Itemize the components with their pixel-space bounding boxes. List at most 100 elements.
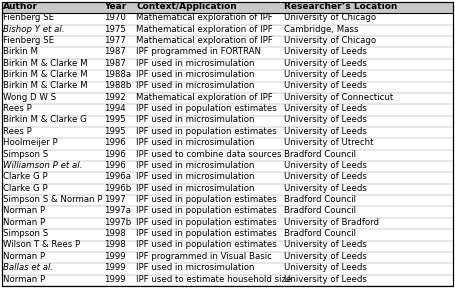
- Text: University of Leeds: University of Leeds: [284, 184, 367, 193]
- Text: IPF used in microsimulation: IPF used in microsimulation: [136, 59, 255, 68]
- Text: University of Leeds: University of Leeds: [284, 115, 367, 124]
- Text: Rees P: Rees P: [3, 104, 32, 113]
- Text: Birkin M & Clarke M: Birkin M & Clarke M: [3, 70, 88, 79]
- Text: 1988b: 1988b: [104, 82, 132, 90]
- Text: Bradford Council: Bradford Council: [284, 149, 356, 158]
- Text: Clarke G P: Clarke G P: [3, 184, 48, 193]
- Text: Wilson T & Rees P: Wilson T & Rees P: [3, 240, 81, 249]
- Text: IPF used in microsimulation: IPF used in microsimulation: [136, 184, 255, 193]
- Bar: [2, 2, 453, 13]
- Text: University of Leeds: University of Leeds: [284, 47, 367, 56]
- Text: Birkin M: Birkin M: [3, 47, 38, 56]
- Text: Author: Author: [3, 1, 38, 11]
- Text: University of Bradford: University of Bradford: [284, 218, 379, 227]
- Text: IPF used to estimate household size: IPF used to estimate household size: [136, 274, 292, 283]
- Text: 1992: 1992: [104, 93, 126, 102]
- Text: IPF used in population estimates: IPF used in population estimates: [136, 206, 277, 215]
- Text: 1997b: 1997b: [104, 218, 131, 227]
- Text: Context/Application: Context/Application: [136, 1, 237, 11]
- Text: Mathematical exploration of IPF: Mathematical exploration of IPF: [136, 24, 273, 34]
- Text: Researcher’s Location: Researcher’s Location: [284, 1, 398, 11]
- Text: Bradford Council: Bradford Council: [284, 195, 356, 204]
- Text: 1988a: 1988a: [104, 70, 131, 79]
- Text: University of Leeds: University of Leeds: [284, 59, 367, 68]
- Text: IPF used in microsimulation: IPF used in microsimulation: [136, 70, 255, 79]
- Text: Hoolmeijer P: Hoolmeijer P: [3, 138, 58, 147]
- Text: University of Leeds: University of Leeds: [284, 172, 367, 181]
- Text: IPF programmed in Visual Basic: IPF programmed in Visual Basic: [136, 252, 272, 261]
- Text: University of Leeds: University of Leeds: [284, 240, 367, 249]
- Text: IPF used in microsimulation: IPF used in microsimulation: [136, 138, 255, 147]
- Text: 1996: 1996: [104, 138, 126, 147]
- Text: University of Leeds: University of Leeds: [284, 70, 367, 79]
- Text: IPF used in population estimates: IPF used in population estimates: [136, 229, 277, 238]
- Text: Norman P: Norman P: [3, 218, 46, 227]
- Text: Fienberg SE: Fienberg SE: [3, 36, 55, 45]
- Text: 1994: 1994: [104, 104, 126, 113]
- Text: Williamson P et al.: Williamson P et al.: [3, 161, 83, 170]
- Text: 1970: 1970: [104, 13, 126, 22]
- Text: Clarke G P: Clarke G P: [3, 172, 48, 181]
- Text: Birkin M & Clarke G: Birkin M & Clarke G: [3, 115, 87, 124]
- Text: IPF programmed in FORTRAN: IPF programmed in FORTRAN: [136, 47, 261, 56]
- Text: IPF used in microsimulation: IPF used in microsimulation: [136, 263, 255, 272]
- Text: 1987: 1987: [104, 59, 126, 68]
- Text: 1987: 1987: [104, 47, 126, 56]
- Text: 1999: 1999: [104, 263, 126, 272]
- Text: IPF used in population estimates: IPF used in population estimates: [136, 240, 277, 249]
- Text: Norman P: Norman P: [3, 252, 46, 261]
- Text: Norman P: Norman P: [3, 274, 46, 283]
- Text: Bishop Y et al.: Bishop Y et al.: [3, 24, 65, 34]
- Text: IPF used in population estimates: IPF used in population estimates: [136, 218, 277, 227]
- Text: University of Utrecht: University of Utrecht: [284, 138, 374, 147]
- Text: University of Leeds: University of Leeds: [284, 274, 367, 283]
- Text: Wong D W S: Wong D W S: [3, 93, 56, 102]
- Text: University of Connecticut: University of Connecticut: [284, 93, 394, 102]
- Text: IPF used in microsimulation: IPF used in microsimulation: [136, 161, 255, 170]
- Text: 1996a: 1996a: [104, 172, 131, 181]
- Text: Fienberg SE: Fienberg SE: [3, 13, 55, 22]
- Text: Bradford Council: Bradford Council: [284, 229, 356, 238]
- Text: Simpson S: Simpson S: [3, 229, 49, 238]
- Text: Cambridge, Mass: Cambridge, Mass: [284, 24, 359, 34]
- Text: 1995: 1995: [104, 127, 126, 136]
- Text: 1997: 1997: [104, 195, 126, 204]
- Text: 1996: 1996: [104, 149, 126, 158]
- Text: 1998: 1998: [104, 240, 126, 249]
- Text: University of Leeds: University of Leeds: [284, 263, 367, 272]
- Text: 1975: 1975: [104, 24, 126, 34]
- Text: Bradford Council: Bradford Council: [284, 206, 356, 215]
- Text: Simpson S: Simpson S: [3, 149, 49, 158]
- Text: 1977: 1977: [104, 36, 126, 45]
- Text: 1998: 1998: [104, 229, 126, 238]
- Text: Rees P: Rees P: [3, 127, 32, 136]
- Text: Mathematical exploration of IPF: Mathematical exploration of IPF: [136, 36, 273, 45]
- Text: University of Leeds: University of Leeds: [284, 127, 367, 136]
- Text: University of Leeds: University of Leeds: [284, 252, 367, 261]
- Text: Year: Year: [104, 1, 126, 11]
- Text: University of Chicago: University of Chicago: [284, 13, 376, 22]
- Text: 1996b: 1996b: [104, 184, 131, 193]
- Text: University of Chicago: University of Chicago: [284, 36, 376, 45]
- Text: 1999: 1999: [104, 252, 126, 261]
- Text: 1997a: 1997a: [104, 206, 131, 215]
- Text: 1999: 1999: [104, 274, 126, 283]
- Text: Simpson S & Norman P: Simpson S & Norman P: [3, 195, 103, 204]
- Text: University of Leeds: University of Leeds: [284, 82, 367, 90]
- Text: 1995: 1995: [104, 115, 126, 124]
- Text: Birkin M & Clarke M: Birkin M & Clarke M: [3, 82, 88, 90]
- Text: Ballas et al.: Ballas et al.: [3, 263, 54, 272]
- Text: Mathematical exploration of IPF: Mathematical exploration of IPF: [136, 13, 273, 22]
- Text: Norman P: Norman P: [3, 206, 46, 215]
- Text: IPF used to combine data sources: IPF used to combine data sources: [136, 149, 282, 158]
- Text: University of Leeds: University of Leeds: [284, 161, 367, 170]
- Text: IPF used in population estimates: IPF used in population estimates: [136, 127, 277, 136]
- Text: IPF used in population estimates: IPF used in population estimates: [136, 195, 277, 204]
- Text: IPF used in population estimates: IPF used in population estimates: [136, 104, 277, 113]
- Text: Mathematical exploration of IPF: Mathematical exploration of IPF: [136, 93, 273, 102]
- Text: IPF used in microsimulation: IPF used in microsimulation: [136, 172, 255, 181]
- Text: IPF used in microsimulation: IPF used in microsimulation: [136, 115, 255, 124]
- Text: University of Leeds: University of Leeds: [284, 104, 367, 113]
- Text: 1996: 1996: [104, 161, 126, 170]
- Text: IPF used in microsimulation: IPF used in microsimulation: [136, 82, 255, 90]
